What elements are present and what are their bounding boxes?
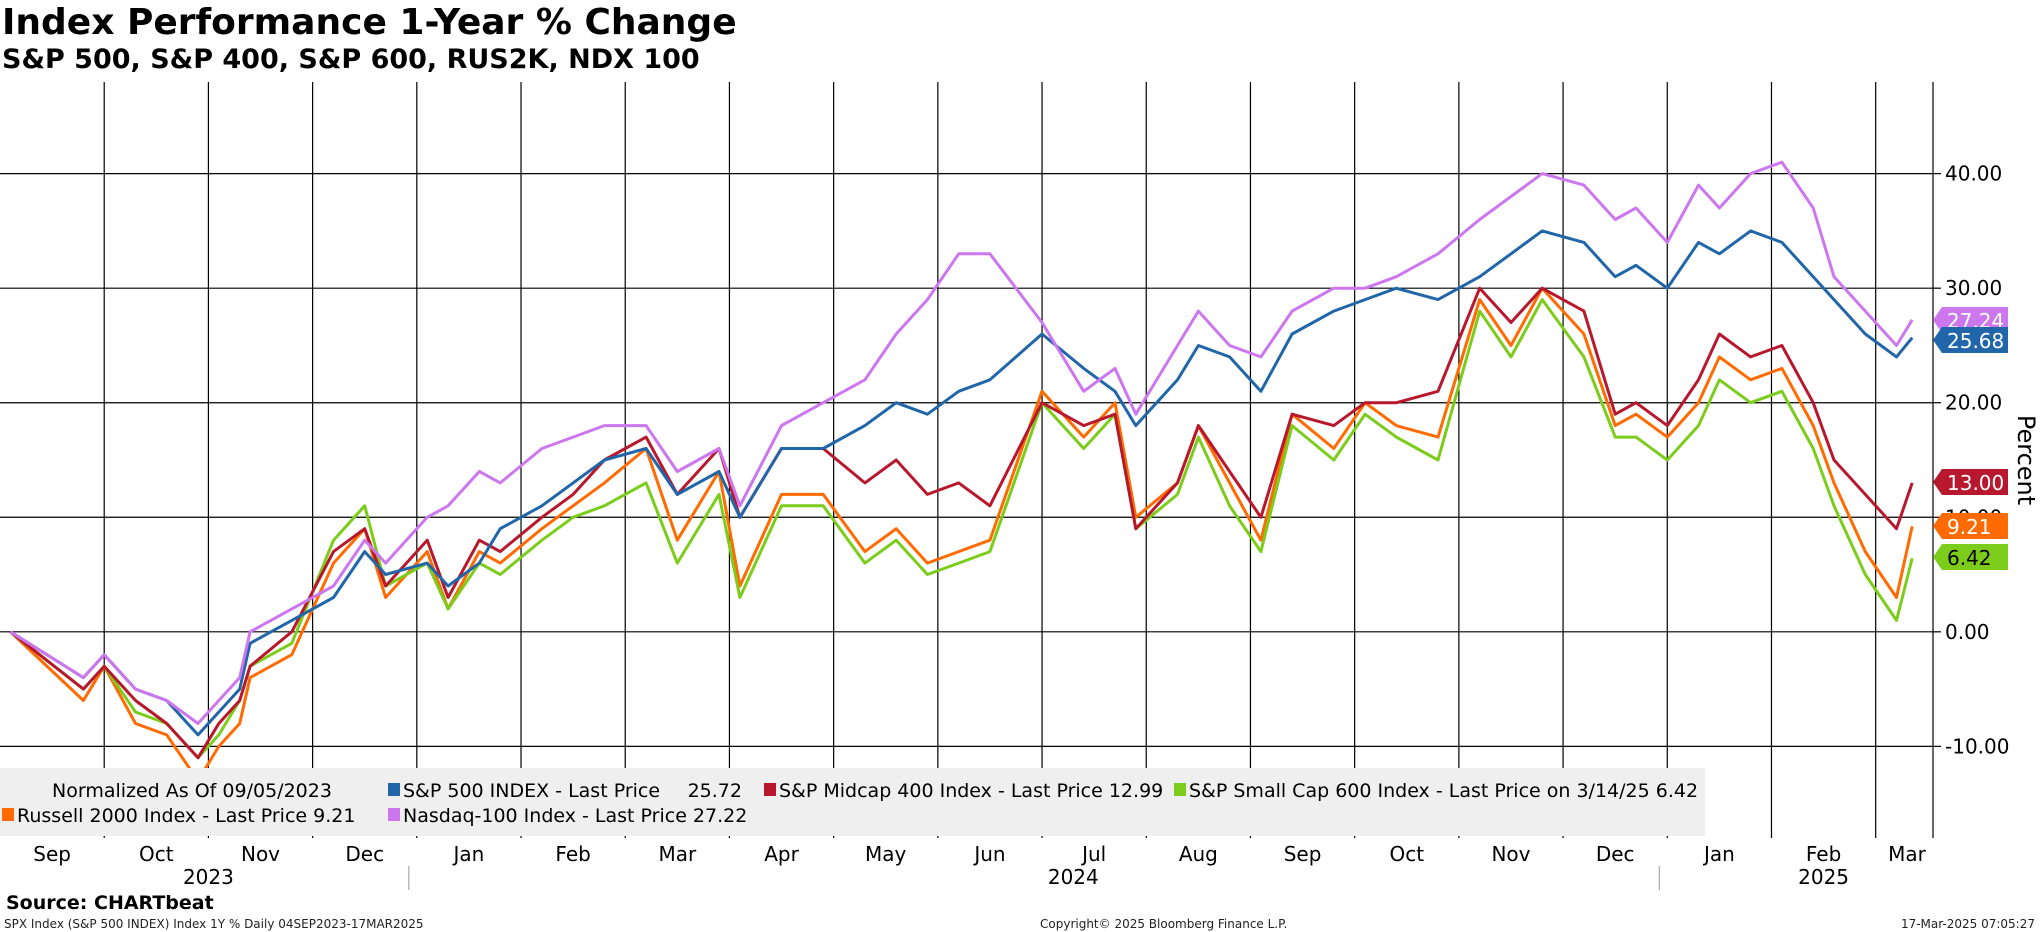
y-tick-label: 30.00 [1945,276,2002,300]
footer-copyright: Copyright© 2025 Bloomberg Finance L.P. [1040,917,1288,931]
series-line [9,229,1914,737]
x-year-label: 2025 [1798,865,1849,889]
legend-box [0,768,1705,836]
legend-entry: Nasdaq-100 Index - Last Price 27.22 [403,805,747,827]
x-year-label: 2024 [1048,865,1099,889]
end-value-label: 25.68 [1947,329,2004,353]
x-year-label: 2023 [183,865,234,889]
chart-subtitle: S&P 500, S&P 400, S&P 600, RUS2K, NDX 10… [2,44,700,75]
x-month-label: Jun [972,842,1005,866]
legend-header: Normalized As Of 09/05/2023 [52,780,332,802]
legend-swatch [388,783,400,796]
legend-entry: S&P 500 INDEX - Last Price [403,780,660,802]
end-value-label: 9.21 [1947,515,1992,539]
y-axis-label: Percent [2012,415,2040,505]
legend-entry: S&P Midcap 400 Index - Last Price 12.99 [779,780,1163,802]
x-month-label: Dec [345,842,384,866]
x-month-label: Feb [1806,842,1841,866]
x-month-label: Jan [451,842,484,866]
x-month-label: Feb [555,842,590,866]
x-month-label: Apr [764,842,799,866]
chart-title: Index Performance 1-Year % Change [2,2,737,43]
y-tick-label: 20.00 [1945,391,2002,415]
x-month-label: Jan [1702,842,1735,866]
x-month-label: Oct [139,842,174,866]
x-month-label: Aug [1179,842,1218,866]
end-value-tag [1933,327,2008,353]
footer-security-info: SPX Index (S&P 500 INDEX) Index 1Y % Dai… [4,917,424,931]
end-value-tag [1933,513,2008,539]
x-month-label: Mar [1888,842,1927,866]
x-month-label: Sep [1284,842,1322,866]
legend-value: 25.72 [688,780,742,802]
series-line [9,286,1914,760]
x-month-label: Nov [1491,842,1530,866]
end-value-label: 13.00 [1947,471,2004,495]
legend-entry: S&P Small Cap 600 Index - Last Price on … [1189,780,1698,802]
end-value-tag [1933,469,2008,495]
series-line [9,286,1914,783]
y-tick-label: 0.00 [1945,620,1990,644]
legend-swatch [764,783,776,796]
footer-timestamp: 17-Mar-2025 07:05:27 [1900,917,2035,931]
x-month-label: Mar [658,842,697,866]
end-value-tag [1933,544,2008,570]
y-tick-label: 40.00 [1945,162,2002,186]
legend-swatch [1174,783,1186,796]
x-month-label: Nov [241,842,280,866]
x-month-label: Oct [1389,842,1424,866]
x-month-label: Jul [1080,842,1106,866]
legend-swatch [2,808,14,821]
end-value-tag [1933,307,2008,333]
legend-swatch [388,808,400,821]
y-tick-label: -10.00 [1945,734,2009,758]
x-month-label: Sep [33,842,71,866]
source-note: Source: CHARTbeat [6,892,214,914]
end-value-label: 6.42 [1947,546,1992,570]
legend-entry: Russell 2000 Index - Last Price 9.21 [17,805,355,827]
x-month-label: Dec [1596,842,1635,866]
x-month-label: May [865,842,907,866]
series-line [9,298,1914,760]
series-line [9,160,1914,725]
